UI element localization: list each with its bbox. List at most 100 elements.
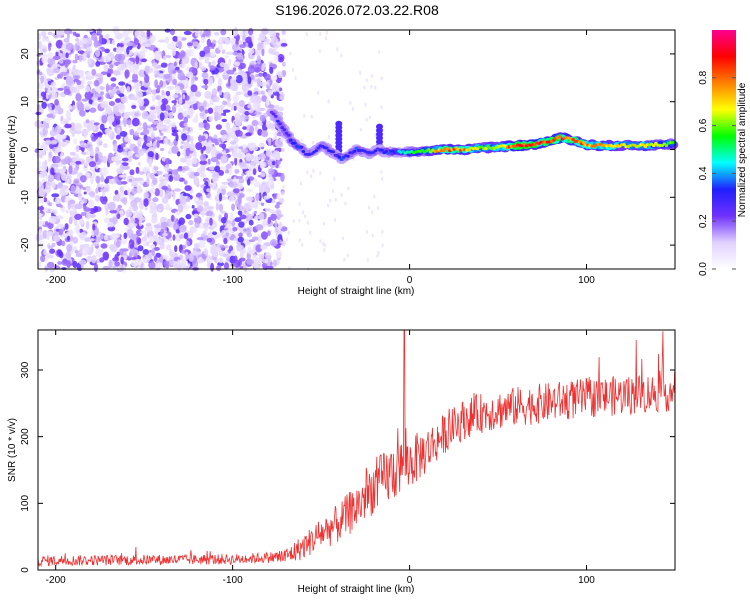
noise-blob [66, 244, 72, 252]
noise-blob [220, 129, 227, 136]
noise-blob [201, 72, 209, 79]
noise-blob [114, 53, 123, 62]
noise-blob [126, 46, 130, 55]
noise-blob [129, 195, 135, 200]
noise-blob [164, 172, 168, 181]
noise-blob [156, 170, 163, 175]
noise-blob [61, 172, 68, 181]
noise-blob [53, 235, 61, 243]
noise-blob [72, 59, 78, 64]
noise-blob [138, 69, 146, 78]
noise-blob [47, 56, 56, 65]
noise-blob [184, 185, 192, 192]
noise-speck [300, 243, 304, 247]
noise-blob [164, 118, 171, 125]
noise-blob [101, 104, 108, 108]
noise-blob [68, 165, 73, 175]
noise-blob [258, 212, 265, 221]
noise-blob [73, 218, 78, 227]
noise-blob [92, 223, 96, 231]
noise-blob [245, 152, 252, 162]
noise-blob [109, 64, 114, 69]
noise-blob [168, 65, 175, 71]
noise-blob [58, 251, 64, 259]
noise-blob [61, 259, 69, 266]
noise-blob [254, 111, 262, 116]
noise-blob [264, 207, 272, 212]
noise-blob [276, 193, 281, 200]
noise-blob [219, 143, 224, 148]
noise-blob [65, 52, 69, 59]
noise-blob [204, 109, 209, 114]
noise-blob [135, 166, 140, 174]
noise-blob [69, 151, 76, 156]
noise-blob [137, 237, 142, 245]
noise-blob [201, 85, 209, 89]
noise-blob [59, 71, 68, 77]
noise-blob [79, 142, 88, 148]
noise-blob [213, 31, 220, 36]
noise-blob [50, 140, 58, 145]
noise-blob [203, 46, 211, 54]
noise-blob [83, 198, 88, 204]
noise-blob [260, 231, 268, 240]
noise-blob [183, 30, 192, 36]
noise-blob [138, 50, 146, 59]
noise-blob [172, 94, 179, 98]
noise-blob [239, 44, 247, 49]
noise-blob [131, 85, 136, 90]
noise-blob [115, 134, 121, 140]
noise-blob [235, 75, 243, 84]
noise-blob [110, 77, 117, 82]
noise-blob [80, 264, 85, 269]
signal-core [664, 144, 669, 147]
noise-blob [163, 139, 169, 144]
spectrogram-x-ticks: -200 -100 0 100 [46, 30, 595, 286]
noise-blob [48, 245, 54, 249]
noise-speck [319, 171, 322, 175]
noise-blob [142, 98, 150, 107]
noise-blob [274, 204, 280, 209]
noise-blob [64, 59, 72, 64]
noise-blob [164, 105, 171, 112]
noise-blob [215, 203, 220, 211]
noise-speck [376, 206, 380, 211]
colorbar-tick-label: 0.0 [698, 262, 709, 276]
noise-blob [40, 195, 45, 205]
noise-blob [160, 221, 169, 228]
noise-speck [300, 138, 303, 143]
noise-blob [69, 122, 76, 131]
noise-blob [88, 213, 97, 218]
noise-blob [236, 52, 243, 60]
noise-blob [239, 249, 244, 259]
noise-blob [131, 117, 140, 127]
noise-blob [127, 28, 133, 34]
noise-blob [172, 35, 179, 42]
signal-core [325, 146, 329, 150]
noise-blob [218, 36, 222, 44]
noise-blob [165, 244, 172, 251]
noise-blob [189, 143, 196, 152]
noise-blob [102, 251, 110, 261]
signal-core [299, 145, 304, 149]
noise-blob [128, 223, 135, 227]
noise-speck [325, 30, 328, 35]
noise-blob [37, 220, 43, 230]
noise-blob [100, 248, 104, 255]
noise-blob [76, 223, 80, 232]
noise-blob [223, 262, 230, 270]
x-tick-label: -100 [223, 575, 243, 586]
signal-core [301, 150, 306, 153]
noise-blob [164, 28, 171, 33]
noise-blob [78, 259, 87, 266]
noise-blob [109, 209, 118, 214]
noise-blob [251, 119, 259, 127]
noise-blob [92, 170, 96, 179]
noise-blob [50, 208, 55, 213]
noise-blob [244, 110, 250, 116]
noise-blob [38, 229, 44, 236]
noise-speck [289, 51, 292, 56]
noise-blob [248, 48, 255, 54]
noise-blob [178, 177, 185, 182]
noise-blob [53, 55, 61, 61]
